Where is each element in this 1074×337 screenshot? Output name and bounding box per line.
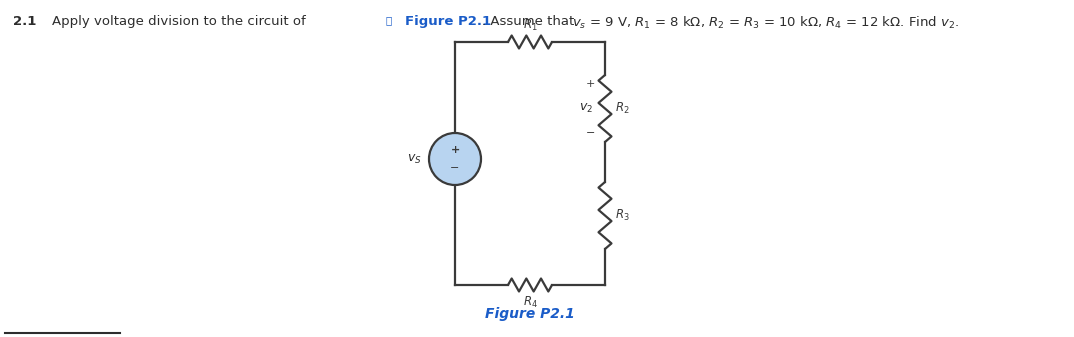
Text: Figure P2.1: Figure P2.1	[485, 307, 575, 321]
Text: +: +	[585, 79, 595, 89]
Text: $R_3$: $R_3$	[615, 208, 629, 223]
Text: $R_4$: $R_4$	[523, 295, 537, 310]
Text: Apply voltage division to the circuit of: Apply voltage division to the circuit of	[52, 15, 310, 28]
Text: $v_2$: $v_2$	[579, 102, 593, 115]
Text: $R_1$: $R_1$	[523, 18, 537, 33]
Text: −: −	[450, 163, 460, 173]
Text: ⧄: ⧄	[384, 15, 391, 25]
Text: . Assume that: . Assume that	[482, 15, 579, 28]
Text: $v_s$ = 9 V, $R_1$ = 8 kΩ, $R_2$ = $R_3$ = 10 kΩ, $R_4$ = 12 kΩ. Find $v_2$.: $v_s$ = 9 V, $R_1$ = 8 kΩ, $R_2$ = $R_3$…	[572, 15, 959, 31]
Text: Figure P2.1: Figure P2.1	[405, 15, 491, 28]
Text: −: −	[585, 128, 595, 138]
Circle shape	[429, 133, 481, 185]
Text: $R_2$: $R_2$	[615, 101, 629, 116]
Text: $v_S$: $v_S$	[407, 152, 422, 165]
Text: +: +	[450, 145, 460, 155]
Text: 2.1: 2.1	[13, 15, 37, 28]
